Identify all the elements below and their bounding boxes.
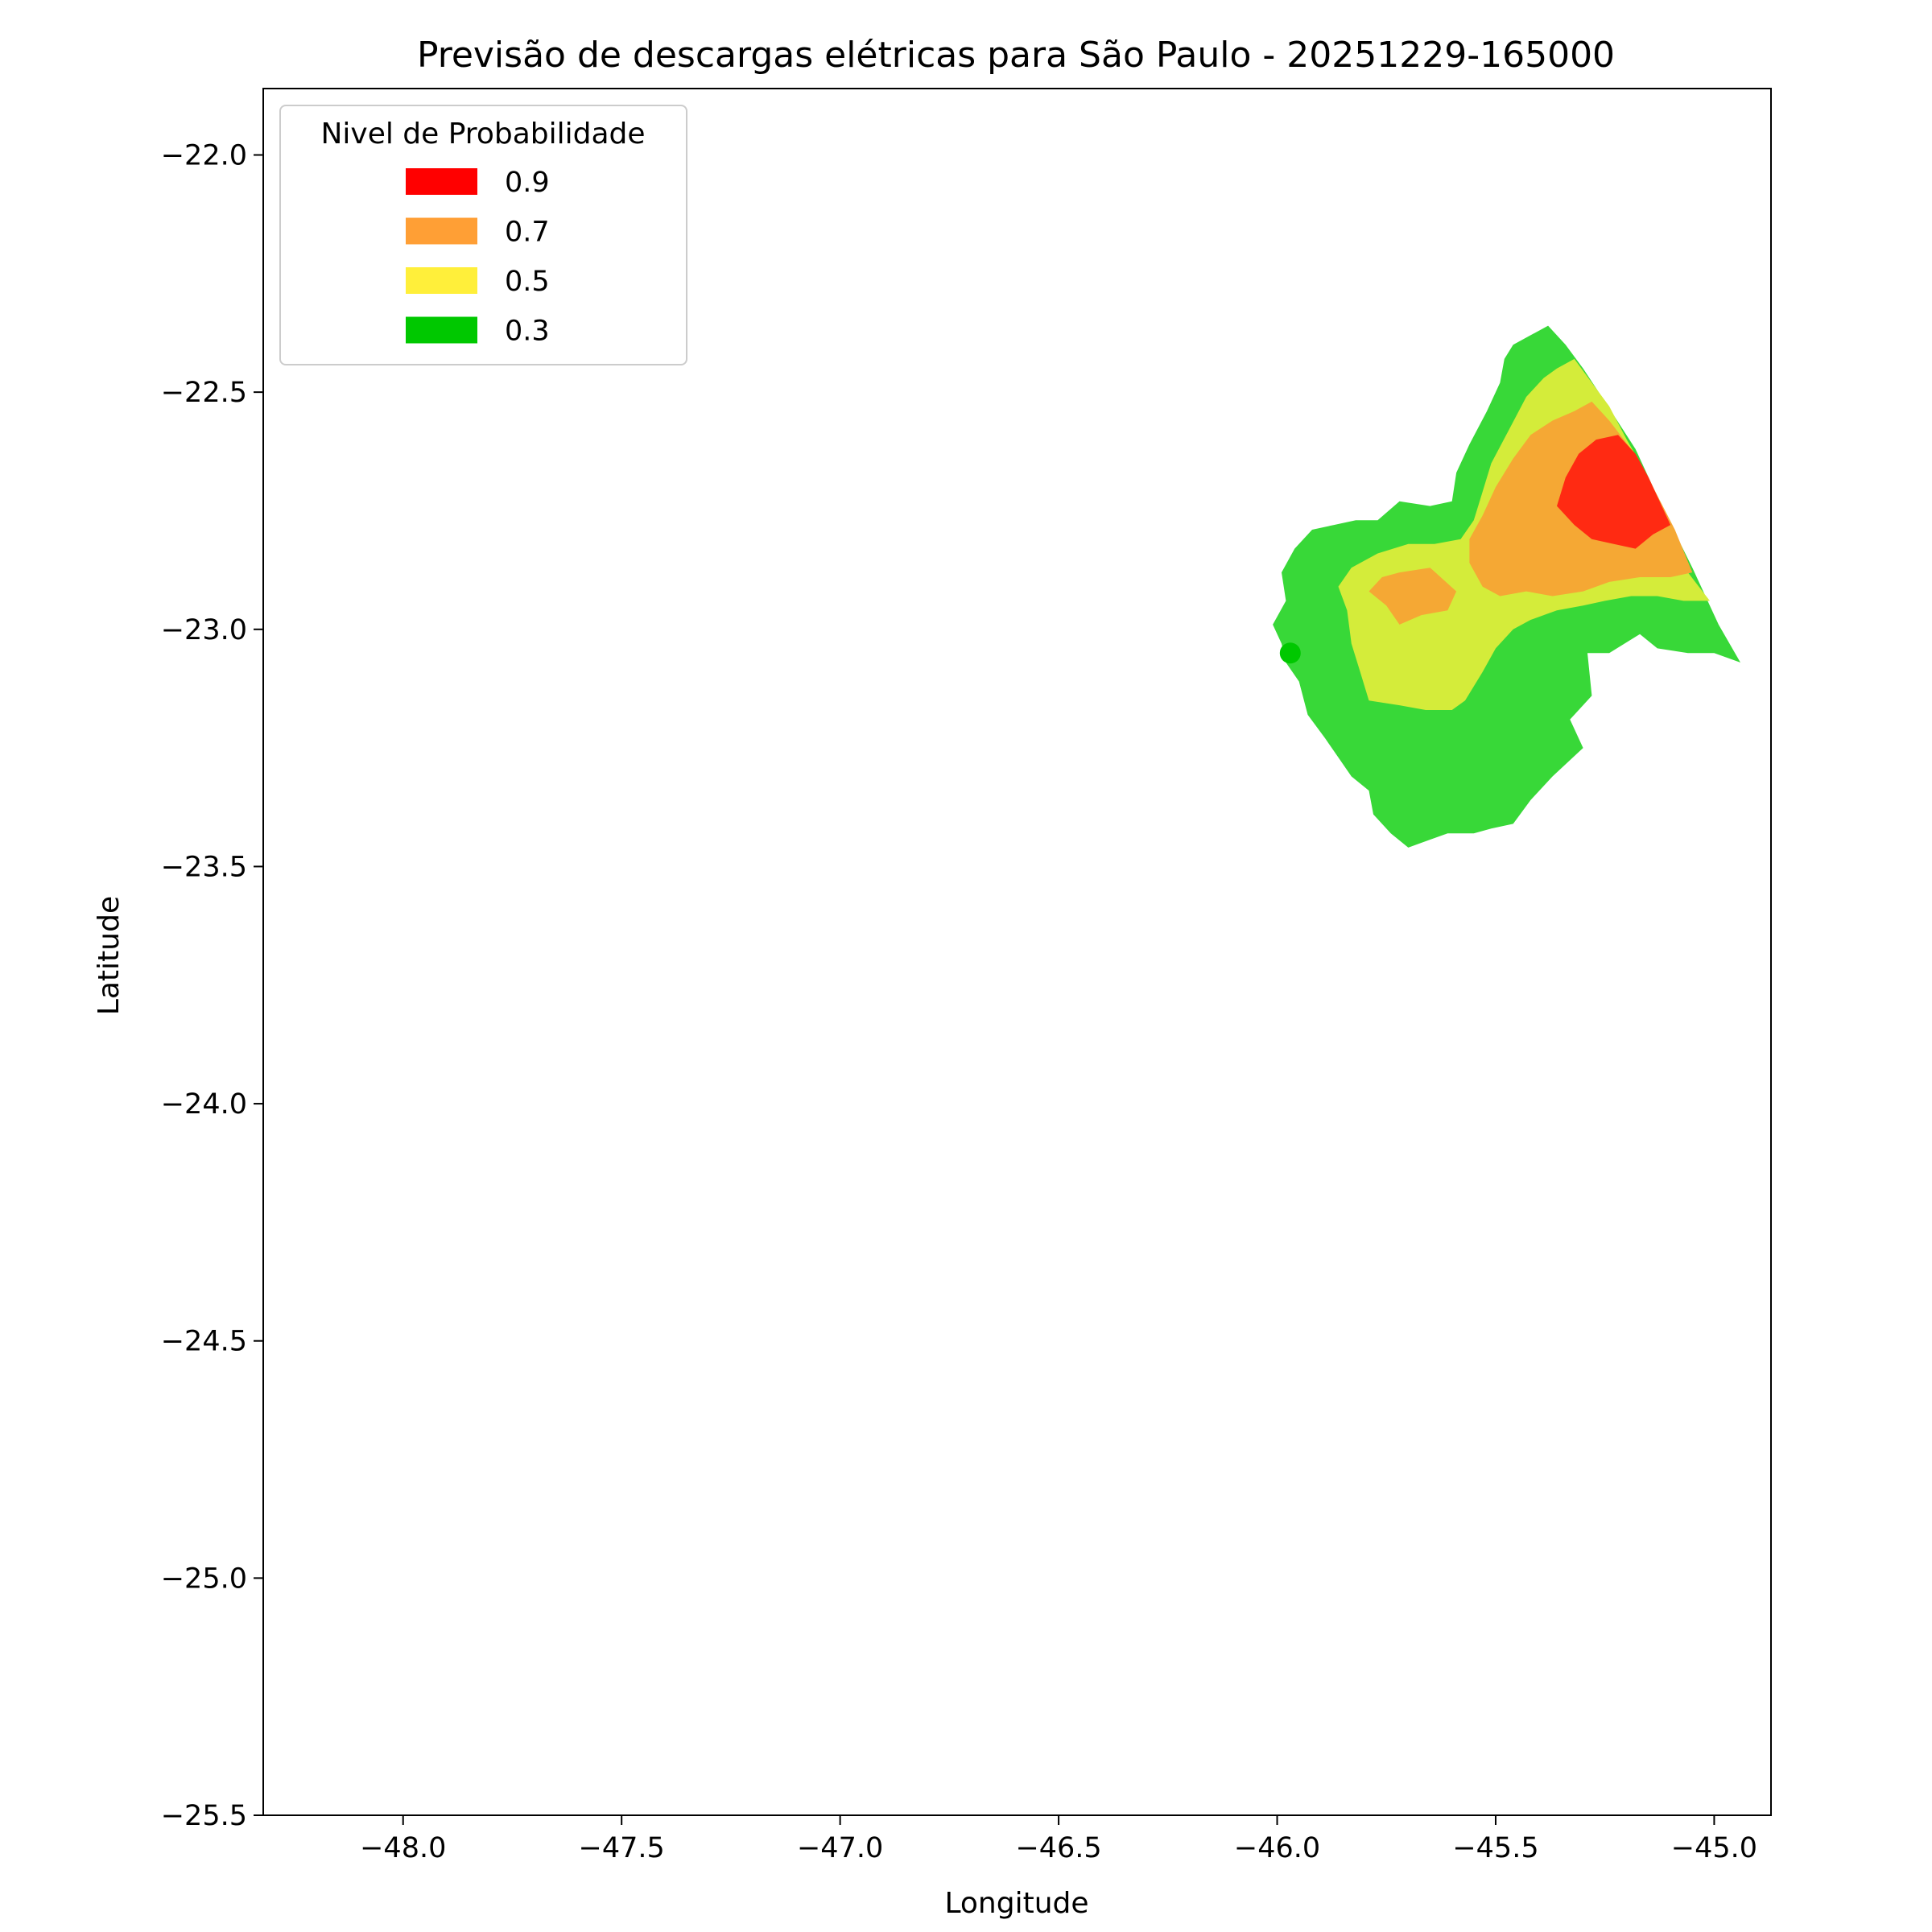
contour-region-0-9-4 [1557,435,1671,549]
chart-title: Previsão de descargas elétricas para São… [417,35,1615,76]
point-markers [1279,642,1301,664]
y-axis-label: Latitude [93,896,126,1015]
x-tick-label: −47.5 [579,1832,665,1864]
y-tick-label: −24.0 [161,1088,247,1121]
contour-regions [1273,325,1740,848]
legend: Nivel de Probabilidade 0.9 0.7 0.5 0.3 [279,105,687,365]
legend-label-0-7: 0.7 [505,217,550,249]
x-tick-label: −46.5 [1015,1832,1101,1864]
y-tick-label: −23.0 [161,614,247,646]
y-tick-label: −22.0 [161,140,247,172]
y-tick-label: −22.5 [161,377,247,409]
legend-label-0-3: 0.3 [505,316,550,348]
y-tick-label: −24.5 [161,1326,247,1358]
x-tick-label: −48.0 [360,1832,446,1864]
x-tick-label: −45.5 [1452,1832,1538,1864]
legend-title: Nivel de Probabilidade [320,118,645,151]
plot-area-frame [262,88,1772,1816]
x-axis-ticks: −48.0 −47.5 −47.0 −46.5 −46.0 −45.5 −45.0 [360,1815,1757,1864]
legend-swatch-0-5 [406,267,477,294]
x-tick-label: −46.0 [1234,1832,1320,1864]
legend-entries: 0.9 0.7 0.5 0.3 [406,167,550,348]
x-axis-label: Longitude [944,1887,1088,1920]
x-tick-label: −47.0 [797,1832,883,1864]
point-marker-0 [1279,642,1301,664]
legend-label-0-9: 0.9 [505,167,550,199]
y-tick-label: −23.5 [161,851,247,883]
legend-label-0-5: 0.5 [505,266,550,298]
y-tick-label: −25.5 [161,1800,247,1832]
legend-swatch-0-7 [406,217,477,245]
legend-swatch-0-9 [406,168,477,195]
y-axis-ticks: −22.0 −22.5 −23.0 −23.5 −24.0 −24.5 −25.0 −25.5 [161,140,263,1832]
y-tick-label: −25.0 [161,1563,247,1595]
legend-box [279,105,687,365]
x-tick-label: −45.0 [1671,1832,1757,1864]
legend-swatch-0-3 [406,316,477,344]
contour-region-0-7-3 [1368,568,1457,625]
